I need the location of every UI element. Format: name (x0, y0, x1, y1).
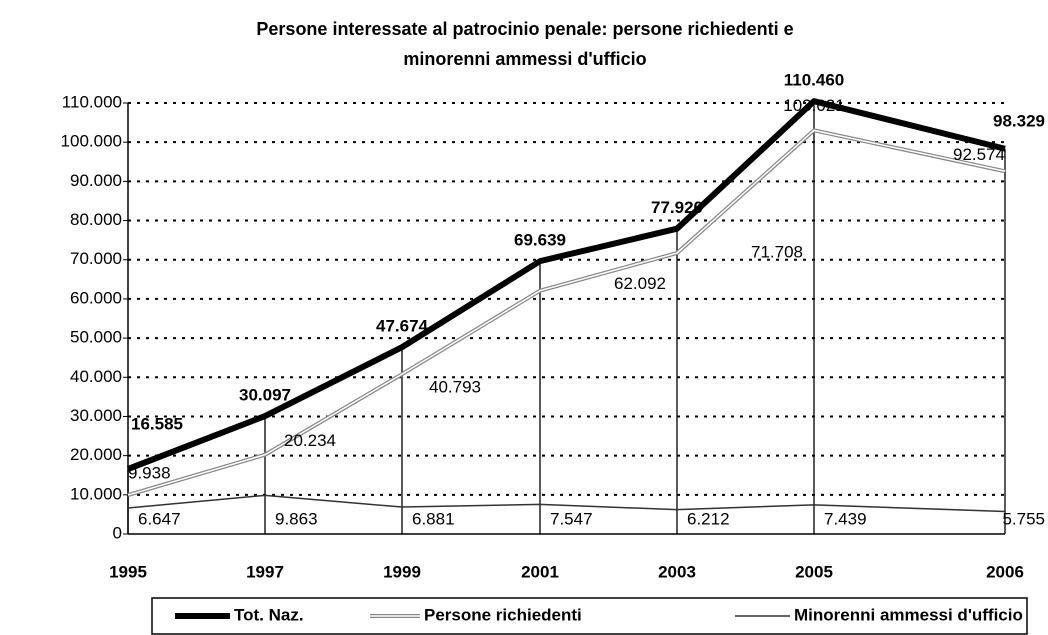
series-line (126, 98, 1006, 472)
data-label: 110.460 (784, 71, 845, 90)
y-tick-label: 0 (113, 523, 122, 542)
x-tick-label: 2001 (521, 562, 559, 581)
y-tick-label: 90.000 (70, 171, 122, 190)
data-label: 47.674 (376, 317, 429, 336)
x-tick-label: 1999 (383, 562, 421, 581)
y-tick-label: 60.000 (70, 288, 122, 307)
data-label: 77.920 (651, 198, 703, 217)
data-label: 6.212 (687, 509, 730, 528)
data-label: 103.021 (783, 96, 844, 115)
y-tick-label: 100.000 (61, 132, 122, 151)
series-line (127, 494, 1006, 513)
data-label: 7.439 (824, 509, 867, 528)
y-tick-label: 10.000 (70, 484, 122, 503)
y-tick-label: 40.000 (70, 367, 122, 386)
y-tick-label: 50.000 (70, 328, 122, 347)
y-tick-label: 20.000 (70, 445, 122, 464)
x-tick-label: 2003 (658, 562, 696, 581)
x-tick-label: 2006 (986, 562, 1024, 581)
chart-title: minorenni ammessi d'ufficio (403, 49, 646, 69)
legend-label: Tot. Naz. (234, 605, 304, 624)
series-line-highlight (127, 129, 1006, 496)
data-label: 92.574 (953, 145, 1005, 164)
y-tick-label: 110.000 (62, 92, 122, 111)
data-label: 9.863 (275, 509, 318, 528)
data-label: 69.639 (514, 231, 566, 250)
data-label: 20.234 (284, 431, 336, 450)
y-tick-label: 30.000 (70, 406, 122, 425)
data-label: 6.881 (412, 509, 455, 528)
data-label: 30.097 (239, 386, 291, 405)
chart-title: Persone interessate al patrocinio penale… (256, 19, 793, 39)
y-tick-label: 80.000 (70, 210, 122, 229)
legend-box (151, 597, 1028, 635)
legend-label: Minorenni ammessi d'ufficio (794, 605, 1023, 624)
data-label: 6.647 (138, 509, 181, 528)
series-line (127, 128, 1006, 497)
data-label: 7.547 (550, 509, 593, 528)
data-label: 9.938 (128, 463, 171, 482)
legend-label: Persone richiedenti (424, 605, 582, 624)
data-label: 5.755 (1002, 509, 1045, 528)
y-tick-label: 70.000 (70, 249, 122, 268)
x-tick-label: 2005 (795, 562, 833, 581)
x-tick-label: 1995 (109, 562, 147, 581)
data-label: 98.329 (993, 111, 1045, 130)
data-label: 62.092 (614, 274, 666, 293)
data-label: 16.585 (131, 414, 183, 433)
data-label: 71.708 (751, 243, 803, 262)
x-tick-label: 1997 (246, 562, 284, 581)
data-label: 40.793 (429, 378, 481, 397)
